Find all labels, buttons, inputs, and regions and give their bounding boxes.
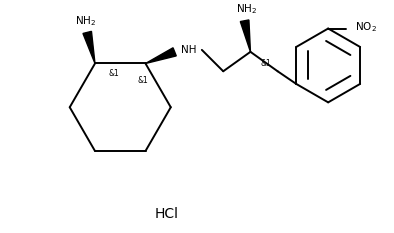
Text: NO$_2$: NO$_2$: [355, 21, 377, 34]
Text: &1: &1: [109, 69, 119, 78]
Text: HCl: HCl: [154, 206, 178, 220]
Text: &1: &1: [138, 76, 149, 86]
Text: NH: NH: [180, 45, 196, 55]
Text: &1: &1: [260, 59, 271, 68]
Polygon shape: [83, 31, 95, 64]
Polygon shape: [145, 48, 176, 64]
Text: NH$_2$: NH$_2$: [236, 2, 257, 16]
Polygon shape: [240, 20, 251, 52]
Text: NH$_2$: NH$_2$: [75, 14, 96, 28]
